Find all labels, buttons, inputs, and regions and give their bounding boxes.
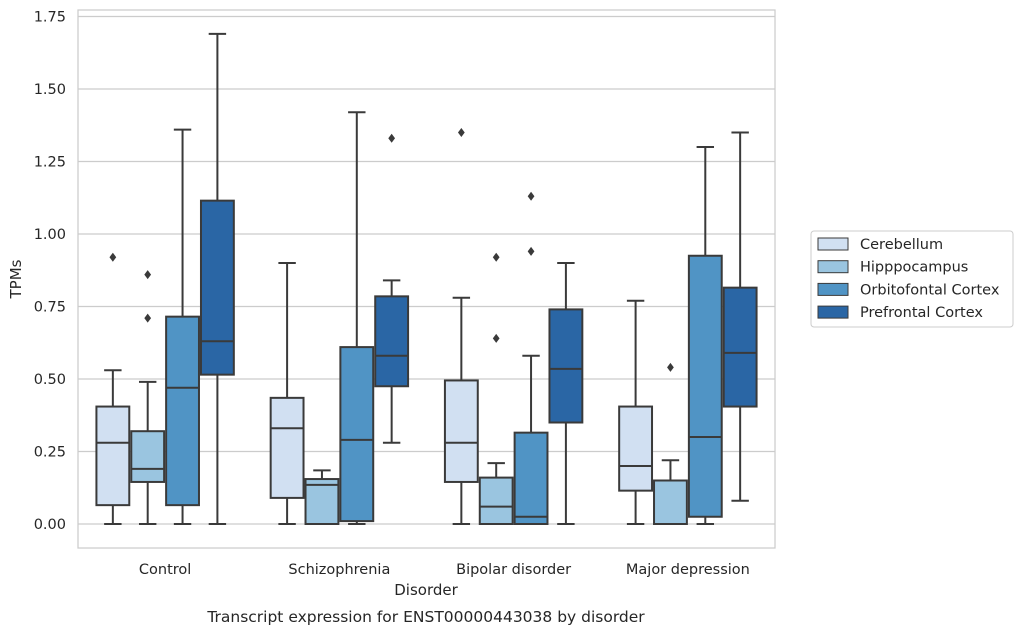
y-tick-label: 1.00 — [34, 227, 66, 243]
outlier-point — [109, 252, 117, 262]
legend-swatch — [817, 260, 849, 274]
legend-swatch — [817, 305, 849, 319]
outlier-point — [144, 313, 152, 323]
box-orbitofontal-cortex — [687, 146, 723, 525]
box-hipppocampus — [130, 270, 166, 525]
box-cerebellum — [269, 262, 305, 525]
box-orbitofontal-cortex — [165, 128, 200, 525]
legend-entry-label: Prefrontal Cortex — [860, 305, 983, 321]
boxes — [95, 32, 758, 526]
box-hipppocampus — [304, 469, 340, 525]
outlier-point — [667, 362, 674, 372]
x-tick-label: Bipolar disorder — [456, 562, 571, 578]
x-axis-label: Disorder — [394, 581, 458, 599]
box-cerebellum — [443, 128, 479, 525]
outlier-point — [388, 133, 396, 143]
legend-swatch — [817, 237, 849, 251]
outlier-point — [492, 333, 500, 343]
legend-entry-label: Cerebellum — [860, 237, 943, 253]
x-tick-labels: Control Schizophrenia Bipolar disorder Majo… — [139, 562, 750, 578]
box-orbitofontal-cortex — [513, 191, 549, 525]
y-tick-label: 1.75 — [34, 10, 66, 26]
y-tick-label: 0.00 — [34, 517, 66, 533]
x-tick-label: Control — [139, 562, 191, 578]
x-tick-label: Schizophrenia — [288, 562, 390, 578]
legend-entry-label: Hipppocampus — [860, 260, 968, 276]
y-tick-label: 0.50 — [34, 372, 66, 388]
box-hipppocampus — [653, 362, 688, 525]
box-iqr — [95, 405, 131, 507]
outlier-point — [492, 252, 500, 262]
chart-caption: Transcript expression for ENST0000044303… — [206, 608, 645, 626]
box-iqr — [339, 346, 375, 523]
box-iqr — [374, 295, 410, 388]
box-iqr — [687, 254, 723, 518]
box-iqr — [199, 199, 235, 376]
box-iqr — [304, 478, 340, 525]
box-prefrontal-cortex — [722, 131, 758, 502]
box-prefrontal-cortex — [199, 32, 235, 525]
legend-swatch — [817, 282, 849, 296]
box-iqr — [513, 431, 549, 525]
legend: Cerebellum Hipppocampus Orbitofontal Corte… — [810, 230, 1014, 328]
x-tick-label: Major depression — [626, 562, 750, 578]
box-cerebellum — [95, 252, 131, 525]
box-iqr — [478, 476, 514, 526]
box-orbitofontal-cortex — [339, 111, 375, 525]
outlier-point — [527, 246, 535, 256]
outlier-point — [457, 128, 465, 137]
box-cerebellum — [618, 299, 654, 525]
box-prefrontal-cortex — [548, 262, 584, 525]
y-tick-label: 1.50 — [34, 82, 66, 98]
y-tick-label: 0.75 — [34, 300, 66, 316]
box-iqr — [618, 405, 654, 492]
y-tick-label: 0.25 — [34, 445, 66, 461]
box-iqr — [165, 315, 200, 507]
plot-frame — [77, 9, 776, 549]
box-iqr — [443, 379, 479, 483]
y-tick-labels: 0.00 0.25 0.50 0.75 1.00 1.25 1.50 1.75 — [34, 10, 66, 534]
box-iqr — [722, 286, 758, 408]
outlier-point — [144, 270, 152, 280]
legend-entry-label: Orbitofontal Cortex — [860, 282, 1000, 298]
box-iqr — [269, 396, 305, 499]
box-iqr — [653, 479, 688, 525]
y-axis-label: TPMs — [7, 259, 25, 299]
box-iqr — [130, 430, 166, 483]
outlier-point — [527, 191, 535, 201]
box-prefrontal-cortex — [374, 133, 410, 444]
box-hipppocampus — [478, 252, 514, 526]
box-iqr — [548, 308, 584, 424]
legend-frame — [810, 230, 1014, 328]
y-tick-label: 1.25 — [34, 155, 66, 171]
